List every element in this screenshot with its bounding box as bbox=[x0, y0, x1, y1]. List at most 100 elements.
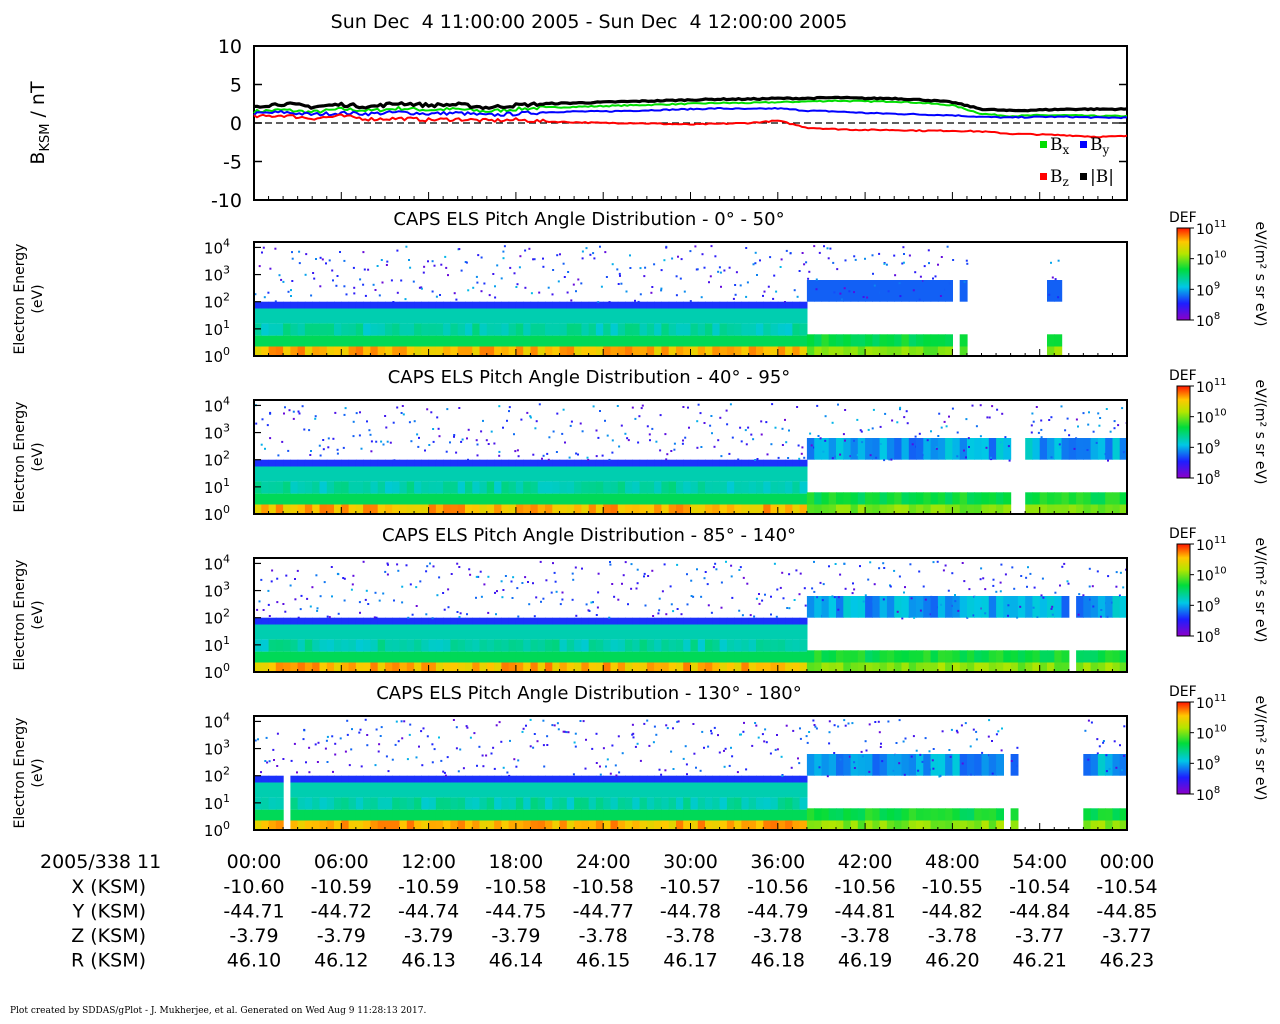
spectrogram-speckle bbox=[1051, 276, 1054, 279]
spectrogram-speckle bbox=[386, 573, 389, 576]
spectrogram-cell bbox=[588, 346, 597, 356]
spectrogram-cell bbox=[894, 504, 903, 514]
spectrogram-cell bbox=[625, 346, 633, 356]
spectrogram-cell bbox=[763, 493, 772, 505]
spectrogram-speckle bbox=[299, 608, 302, 611]
spectrogram-speckle bbox=[910, 597, 913, 600]
spectrogram-speckle bbox=[577, 453, 579, 456]
spectrogram-speckle bbox=[437, 427, 440, 430]
spectrogram-speckle bbox=[501, 596, 504, 599]
spectrogram-cell bbox=[530, 624, 539, 640]
spectrogram-speckle bbox=[476, 454, 479, 457]
spectrogram-cell bbox=[821, 662, 830, 672]
spectrogram-cell bbox=[275, 662, 284, 672]
spectrogram-cell bbox=[705, 624, 713, 640]
spectrogram-cell bbox=[646, 639, 655, 652]
spectrogram-speckle bbox=[953, 445, 956, 448]
spectrogram-speckle bbox=[1108, 767, 1111, 770]
spectrogram-speckle bbox=[258, 600, 261, 603]
spectrogram-cell bbox=[1076, 504, 1084, 514]
spectrogram-speckle bbox=[634, 417, 637, 420]
spectrogram-speckle bbox=[963, 280, 966, 283]
ephemeris-value: 46.17 bbox=[663, 950, 717, 972]
spectrogram-speckle bbox=[592, 252, 595, 255]
spectrogram-cell bbox=[785, 662, 793, 672]
spectrogram-speckle bbox=[714, 255, 717, 258]
colorbar-tick-label: 108 bbox=[1196, 627, 1220, 646]
spectrogram-speckle bbox=[393, 459, 396, 462]
spectrogram-cell bbox=[777, 775, 786, 783]
spectrogram-speckle bbox=[865, 749, 868, 752]
spectrogram-speckle bbox=[599, 765, 601, 768]
spectrogram-cell bbox=[1090, 820, 1099, 830]
spectrogram-speckle bbox=[287, 290, 290, 293]
ephemeris-value: -44.85 bbox=[1096, 901, 1157, 923]
spectrogram-cell bbox=[385, 301, 393, 309]
spectrogram-speckle bbox=[961, 562, 964, 564]
spectrogram-cell bbox=[916, 820, 924, 830]
time-tick-label: 54:00 bbox=[1012, 851, 1067, 873]
spectrogram-cell bbox=[799, 639, 808, 652]
spectrogram-cell bbox=[406, 308, 415, 324]
spectrogram-speckle bbox=[506, 771, 509, 774]
spectrogram-cell bbox=[581, 323, 590, 336]
spectrogram-speckle bbox=[608, 616, 611, 619]
spectrogram-cell bbox=[1003, 662, 1012, 672]
spectrogram-cell bbox=[683, 335, 692, 347]
spectrogram-cell bbox=[770, 624, 779, 640]
spectrogram-cell bbox=[392, 335, 401, 347]
spectrogram-cell bbox=[617, 639, 626, 652]
spectrogram-speckle bbox=[991, 772, 994, 775]
spectrogram-cell bbox=[639, 617, 648, 625]
spectrogram-cell bbox=[414, 651, 422, 663]
spectrogram-cell bbox=[559, 624, 568, 640]
spectrogram-cell bbox=[377, 775, 386, 783]
ephemeris-value: -10.56 bbox=[834, 876, 895, 898]
spectrogram-speckle bbox=[714, 562, 717, 565]
spectrogram-cell bbox=[312, 775, 321, 783]
spectrogram-cell bbox=[312, 466, 321, 482]
spectrogram-cell bbox=[297, 323, 306, 336]
spectrogram-cell bbox=[857, 820, 866, 830]
spectrogram-cell bbox=[988, 438, 997, 460]
spectrogram-speckle bbox=[589, 253, 592, 256]
spectrogram-speckle bbox=[375, 616, 378, 619]
spectrogram-cell bbox=[588, 617, 597, 625]
spectrogram-cell bbox=[676, 651, 684, 663]
spectrogram-cell bbox=[756, 809, 764, 821]
spectrogram-cell bbox=[792, 466, 801, 482]
spectrogram-cell bbox=[646, 346, 655, 356]
spectrogram-speckle bbox=[353, 286, 356, 289]
spectrogram-cell bbox=[610, 323, 619, 336]
spectrogram-cell bbox=[959, 334, 968, 347]
spectrogram-cell bbox=[574, 459, 582, 467]
legend-label: By bbox=[1090, 135, 1110, 157]
spectrogram-cell bbox=[668, 346, 677, 356]
spectrogram-cell bbox=[1047, 504, 1055, 514]
spectrogram-speckle bbox=[258, 265, 261, 268]
spectrogram-speckle bbox=[898, 762, 901, 765]
spectrogram-speckle bbox=[429, 562, 431, 565]
spectrogram-cell bbox=[697, 820, 706, 830]
spectrogram-cell bbox=[515, 504, 524, 514]
spectrogram-cell bbox=[304, 481, 313, 494]
spectrogram-speckle bbox=[502, 589, 505, 591]
spectrogram-cell bbox=[428, 624, 437, 640]
spectrogram-speckle bbox=[842, 433, 845, 436]
spectrogram-cell bbox=[603, 323, 612, 336]
colorbar-tick-label: 109 bbox=[1196, 754, 1220, 773]
spectrogram-cell bbox=[559, 301, 568, 309]
spectrogram-speckle bbox=[273, 759, 275, 761]
spectrogram-speckle bbox=[883, 459, 886, 462]
spectrogram-speckle bbox=[369, 433, 372, 436]
spectrogram-speckle bbox=[954, 594, 956, 596]
spectrogram-speckle bbox=[747, 426, 750, 429]
spectrogram-speckle bbox=[1117, 424, 1120, 427]
spectrogram-cell bbox=[646, 809, 655, 821]
spectrogram-cell bbox=[603, 624, 612, 640]
spectrogram-speckle bbox=[1013, 587, 1016, 590]
spectrogram-speckle bbox=[466, 613, 468, 616]
spectrogram-cell bbox=[428, 346, 437, 356]
spectrogram-cell bbox=[654, 662, 662, 672]
spectrogram-cell bbox=[435, 809, 444, 821]
